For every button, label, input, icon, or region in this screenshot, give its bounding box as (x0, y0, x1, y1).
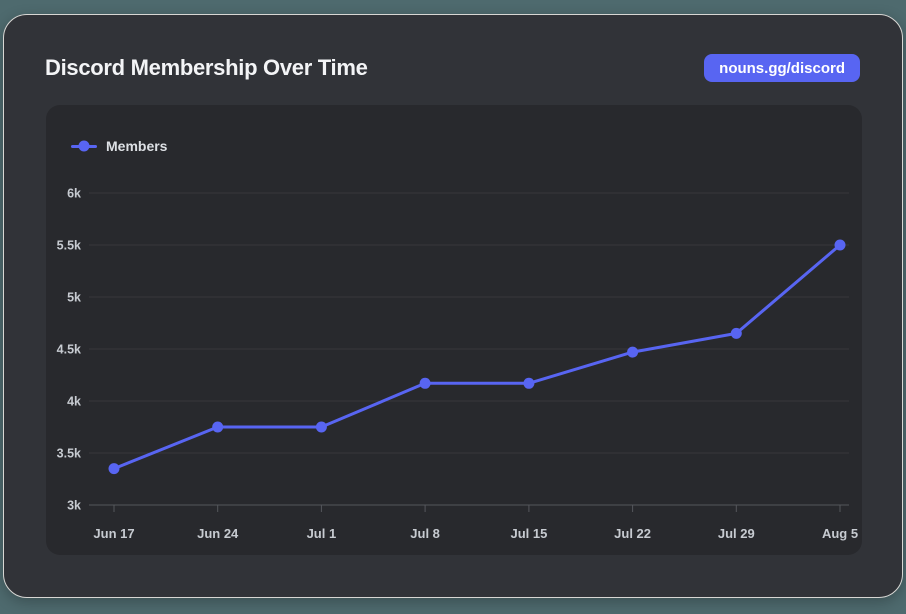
membership-line-chart: 3k 3.5k 4k 4.5k 5k 5.5k 6k Jun 17 Jun 24 Jul 1 Jul… (57, 187, 858, 542)
y-tick-label: 4.5k (57, 343, 81, 357)
membership-card: Discord Membership Over Time nouns.gg/di… (3, 14, 903, 598)
discord-link-button[interactable]: nouns.gg/discord (704, 54, 860, 82)
data-point (315, 421, 327, 433)
y-tick-label: 4k (67, 395, 81, 409)
x-tick-label: Jun 17 (93, 526, 134, 541)
data-point (212, 421, 224, 433)
data-point (627, 346, 639, 358)
x-tick-label: Jul 15 (510, 526, 547, 541)
data-point (523, 377, 535, 389)
x-tick-label: Jun 24 (197, 526, 239, 541)
y-tick-label: 3k (67, 499, 81, 513)
data-point (730, 327, 742, 339)
data-point (834, 239, 846, 251)
data-point (108, 463, 120, 475)
legend-item-members[interactable]: Members (71, 138, 167, 154)
legend-label: Members (106, 138, 168, 154)
legend-line-marker-icon (71, 140, 97, 152)
page-title: Discord Membership Over Time (45, 55, 368, 80)
x-tick-label: Jul 8 (410, 526, 440, 541)
y-tick-label: 3.5k (57, 447, 81, 461)
legend-dot-icon (78, 140, 90, 152)
chart-panel: Members 3k 3.5k 4k 4.5k 5k 5.5k 6k Jun 17 Jun 24… (46, 105, 862, 555)
members-line (112, 243, 842, 471)
y-tick-label: 5.5k (57, 239, 81, 253)
y-tick-label: 5k (67, 291, 81, 305)
x-tick-label: Jul 1 (307, 526, 337, 541)
data-point (419, 377, 431, 389)
x-tick-label: Jul 22 (614, 526, 651, 541)
x-tick-label: Aug 5 (822, 526, 858, 541)
y-tick-label: 6k (67, 187, 81, 201)
card-header: Discord Membership Over Time nouns.gg/di… (45, 53, 860, 83)
x-tick-label: Jul 29 (718, 526, 755, 541)
